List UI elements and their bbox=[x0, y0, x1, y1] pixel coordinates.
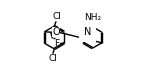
Text: N: N bbox=[84, 27, 91, 37]
Text: F: F bbox=[54, 39, 59, 48]
Text: NH₂: NH₂ bbox=[84, 13, 102, 22]
Text: O: O bbox=[52, 27, 60, 37]
Text: Cl: Cl bbox=[52, 12, 61, 21]
Text: Cl: Cl bbox=[48, 54, 57, 63]
